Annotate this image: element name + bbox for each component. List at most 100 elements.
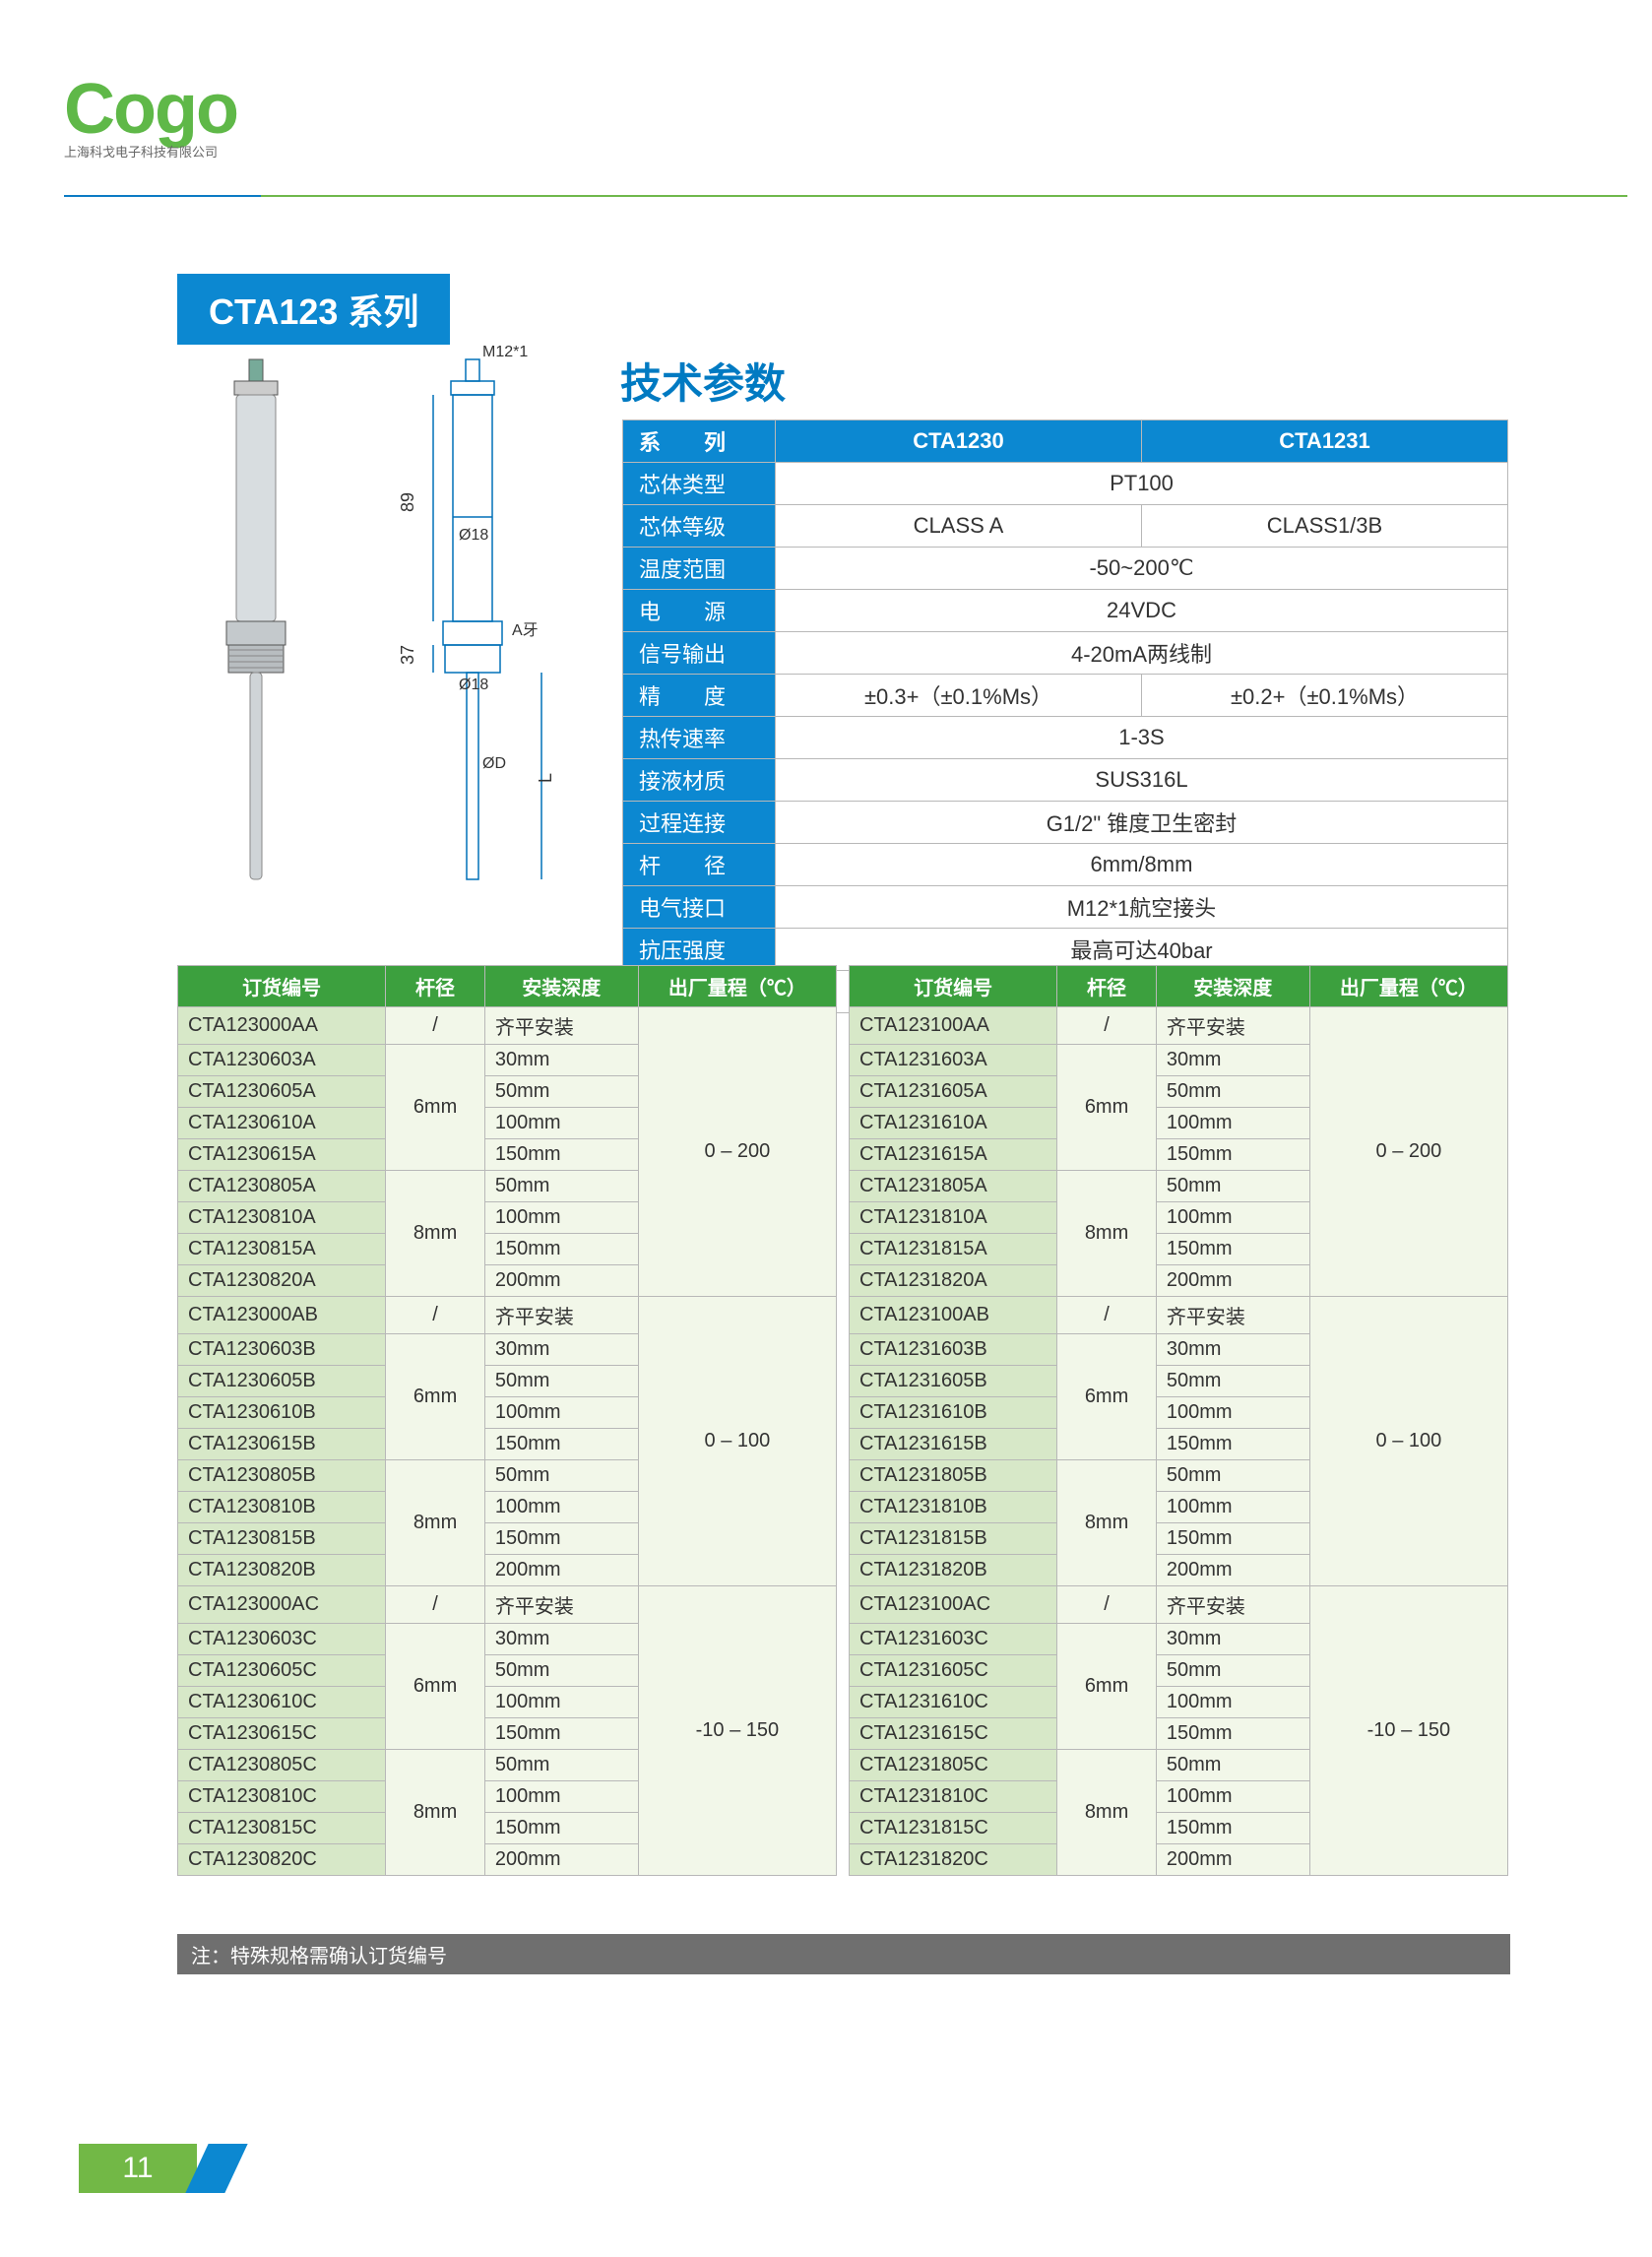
order-depth: 200mm [484,1555,638,1586]
order-depth: 100mm [1156,1687,1309,1718]
order-part-number: CTA1231805C [850,1750,1057,1781]
order-depth: 30mm [484,1045,638,1076]
order-part-number: CTA1231815C [850,1813,1057,1844]
order-depth: 150mm [484,1429,638,1460]
order-depth: 50mm [484,1076,638,1108]
order-depth: 200mm [1156,1555,1309,1586]
order-part-number: CTA1230605C [178,1655,386,1687]
spec-row-value: CLASS A [776,505,1142,548]
order-depth: 齐平安装 [1156,1297,1309,1334]
dim-d2: Ø18 [459,677,488,693]
order-diameter: / [1057,1586,1157,1624]
order-depth: 50mm [1156,1750,1309,1781]
spec-table: 系 列CTA1230CTA1231芯体类型PT100芯体等级CLASS ACLA… [622,419,1508,1013]
order-part-number: CTA123100AA [850,1007,1057,1045]
order-part-number: CTA1231605B [850,1366,1057,1397]
order-part-number: CTA1230610B [178,1397,386,1429]
spec-row-value: 4-20mA两线制 [776,632,1508,675]
order-part-number: CTA123100AC [850,1586,1057,1624]
order-depth: 150mm [484,1523,638,1555]
order-depth: 150mm [484,1813,638,1844]
order-depth: 100mm [484,1687,638,1718]
order-header: 杆径 [1057,966,1157,1007]
dim-h2: 37 [398,645,417,665]
order-part-number: CTA1230805B [178,1460,386,1492]
page-number: 11 [79,2144,197,2193]
page-number-block: 11 [0,2144,256,2193]
order-depth: 齐平安装 [1156,1586,1309,1624]
order-part-number: CTA1230603B [178,1334,386,1366]
order-depth: 50mm [484,1460,638,1492]
dim-probe-d: ØD [482,755,506,772]
order-depth: 30mm [1156,1045,1309,1076]
order-part-number: CTA1230610C [178,1687,386,1718]
order-depth: 50mm [484,1366,638,1397]
order-part-number: CTA1231810A [850,1202,1057,1234]
order-part-number: CTA1231805B [850,1460,1057,1492]
order-diameter: 6mm [1057,1334,1157,1460]
order-part-number: CTA1231615A [850,1139,1057,1171]
order-part-number: CTA1230605B [178,1366,386,1397]
series-badge: CTA123 系列 [177,274,450,345]
order-part-number: CTA1231615C [850,1718,1057,1750]
order-part-number: CTA1231810B [850,1492,1057,1523]
dim-d1: Ø18 [459,527,488,544]
order-depth: 150mm [484,1234,638,1265]
order-header: 安装深度 [1156,966,1309,1007]
order-depth: 100mm [1156,1108,1309,1139]
spec-row-label: 芯体类型 [623,463,776,505]
order-range: 0 – 200 [638,1007,836,1297]
order-part-number: CTA1230603C [178,1624,386,1655]
order-part-number: CTA1231610C [850,1687,1057,1718]
order-part-number: CTA1230605A [178,1076,386,1108]
order-depth: 150mm [484,1139,638,1171]
order-depth: 100mm [484,1781,638,1813]
order-diameter: 8mm [386,1460,485,1586]
order-depth: 30mm [1156,1334,1309,1366]
order-part-number: CTA123000AA [178,1007,386,1045]
order-header: 安装深度 [484,966,638,1007]
order-depth: 150mm [1156,1429,1309,1460]
order-diameter: 8mm [386,1171,485,1297]
order-diameter: / [386,1586,485,1624]
order-tables-wrap: 订货编号杆径安装深度出厂量程（℃）CTA123000AA/齐平安装0 – 200… [177,965,1508,1876]
logo-block: Cogo 上海科戈电子科技有限公司 [64,69,237,161]
order-part-number: CTA1230815C [178,1813,386,1844]
order-depth: 100mm [1156,1492,1309,1523]
spec-row-value: 24VDC [776,590,1508,632]
order-part-number: CTA1231603C [850,1624,1057,1655]
order-depth: 50mm [484,1655,638,1687]
order-part-number: CTA1231805A [850,1171,1057,1202]
logo-text: Cogo [64,69,237,150]
spec-row-label: 信号输出 [623,632,776,675]
order-depth: 100mm [1156,1781,1309,1813]
order-header: 订货编号 [178,966,386,1007]
order-part-number: CTA1231820C [850,1844,1057,1876]
order-part-number: CTA1230820C [178,1844,386,1876]
spec-row-label: 接液材质 [623,759,776,802]
spec-header-col: CTA1231 [1142,420,1508,463]
spec-row-label: 热传速率 [623,717,776,759]
order-depth: 100mm [484,1492,638,1523]
spec-row-value: ±0.2+（±0.1%Ms） [1142,675,1508,717]
order-depth: 齐平安装 [484,1007,638,1045]
order-depth: 50mm [1156,1460,1309,1492]
spec-row-label: 杆 径 [623,844,776,886]
order-part-number: CTA1231605A [850,1076,1057,1108]
order-diameter: / [1057,1007,1157,1045]
order-part-number: CTA1231820B [850,1555,1057,1586]
order-depth: 50mm [1156,1655,1309,1687]
order-range: -10 – 150 [1309,1586,1507,1876]
order-part-number: CTA1231610A [850,1108,1057,1139]
order-range: -10 – 150 [638,1586,836,1876]
order-part-number: CTA123100AB [850,1297,1057,1334]
order-diameter: / [386,1007,485,1045]
order-depth: 100mm [484,1397,638,1429]
order-part-number: CTA1231610B [850,1397,1057,1429]
order-part-number: CTA1230810C [178,1781,386,1813]
spec-row-value: 6mm/8mm [776,844,1508,886]
order-depth: 200mm [1156,1844,1309,1876]
product-diagram: M12*1 89 Ø18 37 Ø18 A牙 ØD L [187,345,601,916]
order-depth: 30mm [484,1334,638,1366]
spec-row-label: 过程连接 [623,802,776,844]
